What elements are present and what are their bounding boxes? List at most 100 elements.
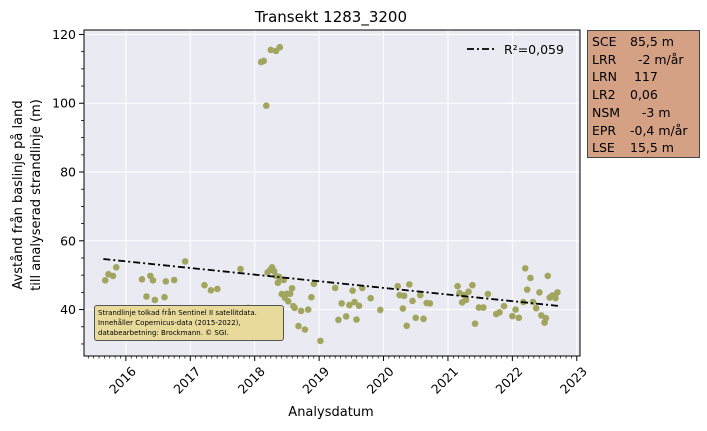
y-axis-label-line2: till analyserad strandlinje (m)	[29, 99, 44, 291]
stats-key: LR2	[592, 87, 616, 103]
stats-row-lrr: LRR -2 m/år	[592, 51, 695, 69]
data-point	[544, 272, 552, 280]
stats-value: 15,5 m	[630, 140, 674, 156]
data-point	[351, 298, 358, 306]
plot-frame	[83, 29, 581, 357]
data-point	[532, 304, 540, 312]
stats-row-lr2: LR2 0,06	[592, 86, 695, 104]
data-point	[496, 309, 503, 316]
stats-row-sce: SCE 85,5 m	[592, 33, 695, 51]
data-point	[552, 294, 559, 302]
legend-label: R²=0,059	[504, 42, 564, 57]
data-point	[149, 277, 157, 284]
data-point	[400, 292, 408, 300]
data-point	[349, 287, 356, 294]
data-point	[310, 280, 318, 288]
data-point	[523, 286, 531, 293]
chart-title: Transekt 1283_3200	[254, 8, 407, 27]
data-point	[529, 298, 537, 306]
data-point	[262, 102, 270, 109]
stats-value: -3 m	[630, 104, 671, 120]
data-point	[394, 282, 402, 290]
x-tick-label: 2021	[428, 364, 461, 397]
stats-row-lse: LSE 15,5 m	[592, 139, 695, 157]
data-point	[288, 284, 296, 292]
data-credit-note: Strandlinje tolkad från Sentinel II sate…	[94, 305, 284, 341]
data-point	[377, 306, 384, 314]
data-point	[480, 304, 487, 311]
data-point	[426, 300, 434, 307]
y-axis-label-line1: Avstånd från baslinje på land	[11, 100, 26, 289]
y-tick-label: 100	[52, 96, 76, 111]
stats-key: LRN	[592, 69, 617, 85]
data-point	[297, 307, 305, 315]
data-point	[101, 277, 109, 284]
data-point	[162, 278, 170, 285]
data-point	[527, 274, 534, 282]
data-point	[420, 315, 427, 323]
data-point	[295, 322, 302, 330]
data-point	[109, 272, 117, 280]
data-point	[346, 301, 353, 309]
data-point	[412, 314, 420, 322]
data-point	[462, 296, 470, 304]
stats-row-nsm: NSM -3 m	[592, 104, 695, 122]
data-point	[536, 289, 543, 296]
stats-row-epr: EPR -0,4 m/år	[592, 122, 695, 140]
x-tick-label: 2018	[235, 364, 268, 397]
data-point	[284, 298, 292, 305]
data-point	[338, 300, 345, 307]
plot-area	[84, 30, 580, 356]
data-point	[112, 263, 120, 271]
x-tick-label: 2016	[106, 364, 139, 397]
stats-key: EPR	[592, 122, 617, 138]
legend: R²=0,059	[467, 42, 564, 57]
stats-value: 117	[630, 69, 658, 85]
x-tick-label: 2022	[492, 364, 525, 397]
data-point	[554, 289, 561, 296]
data-point	[335, 316, 342, 324]
credit-line-3: databearbetning: Brockmann. © SGI.	[98, 329, 229, 337]
data-point	[469, 281, 476, 289]
data-point	[355, 302, 363, 310]
data-point	[170, 276, 178, 284]
data-point	[471, 320, 479, 327]
y-tick-label: 80	[60, 165, 76, 180]
data-point	[500, 302, 508, 310]
y-tick-label: 60	[60, 233, 76, 248]
trendline	[103, 258, 561, 308]
data-point	[276, 43, 284, 51]
stats-value: -0,4 m/år	[630, 122, 688, 138]
data-point	[143, 293, 150, 300]
x-tick-label: 2020	[364, 364, 397, 397]
data-point	[399, 305, 407, 312]
data-point	[286, 290, 294, 298]
stats-key: SCE	[592, 34, 617, 49]
data-point	[138, 276, 146, 283]
data-point	[161, 293, 168, 301]
stats-key: LRR	[592, 51, 617, 67]
data-point	[509, 312, 516, 320]
stats-value: 85,5 m	[630, 34, 674, 49]
data-point	[484, 290, 492, 298]
credit-line-1: Strandlinje tolkad från Sentinel II sate…	[98, 309, 257, 317]
x-axis-label: Analysdatum	[288, 405, 373, 420]
x-tick-label: 2017	[170, 364, 203, 397]
data-point	[291, 304, 298, 312]
data-point	[542, 314, 550, 322]
data-points	[101, 43, 561, 345]
stats-value: 0,06	[630, 87, 658, 103]
data-point	[151, 296, 159, 304]
data-point	[308, 293, 315, 301]
data-point	[405, 281, 413, 288]
y-tick-label: 40	[60, 302, 76, 317]
data-point	[342, 313, 350, 320]
data-point	[201, 281, 208, 289]
data-point	[515, 314, 523, 322]
credit-line-2: Innehåller Copernicus-data (2015-2022),	[98, 319, 241, 327]
data-point	[331, 284, 339, 292]
data-point	[409, 297, 416, 305]
x-tick-label: 2023	[557, 364, 590, 397]
data-point	[267, 46, 275, 54]
